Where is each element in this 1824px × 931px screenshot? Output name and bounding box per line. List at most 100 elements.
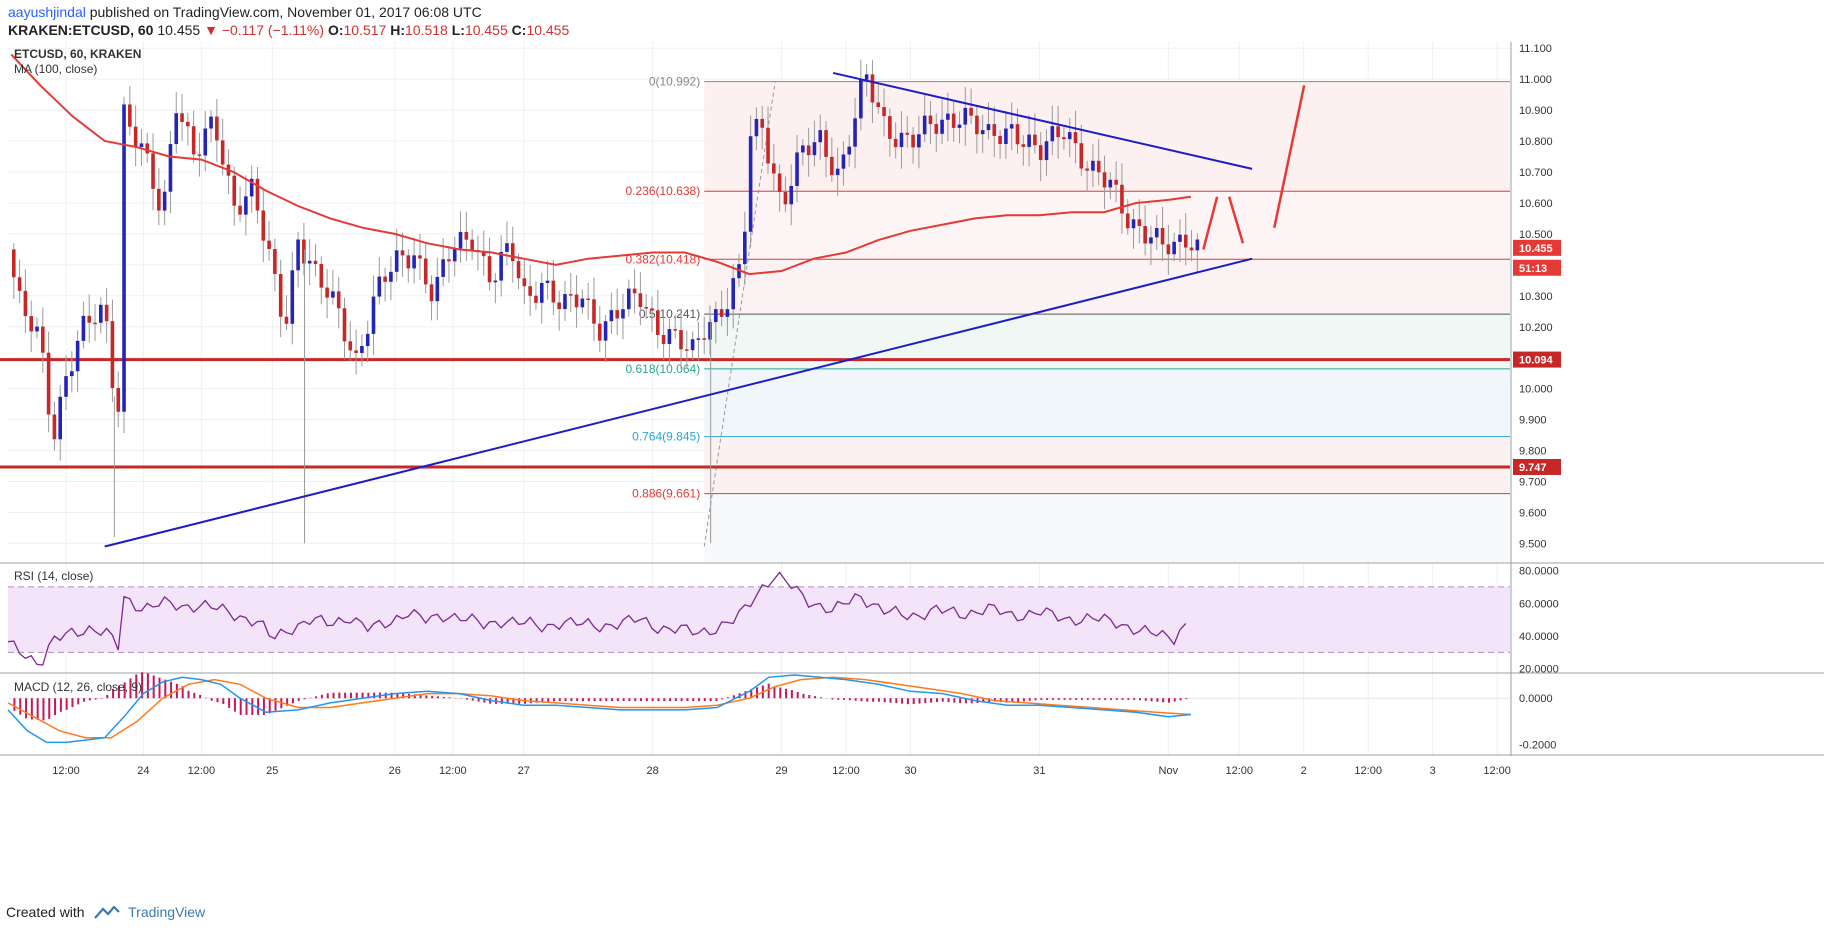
candle-up [980,130,985,135]
time-axis-tick: 12:00 [52,765,80,777]
candle-up [377,276,382,297]
time-axis-tick: 12:00 [1225,765,1253,777]
candle-up [1050,126,1055,142]
symbol-line: KRAKEN:ETCUSD, 60 10.455 ▼ −0.117 (−1.11… [8,22,569,38]
rsi-band [8,586,1510,653]
candle-up [441,259,445,277]
time-axis-tick: 30 [904,765,916,777]
close-value: 10.455 [526,22,570,38]
candle-down [679,330,683,350]
candle-down [157,188,161,211]
candle-down [215,116,219,141]
price-axis-tick: 11.000 [1519,74,1552,86]
level-price-tag-bg [1513,351,1561,368]
candle-down [151,153,155,189]
candle-down [824,130,828,157]
price-axis-tick: 9.500 [1519,538,1547,550]
fib-zone [704,259,1510,315]
candle-up [1154,227,1159,238]
macd-signal-line [7,676,1191,739]
candle-down [487,256,492,283]
tradingview-brand[interactable]: TradingView [128,904,206,920]
candle-up [986,124,991,131]
price-axis-tick: 10.900 [1519,105,1553,117]
candle-down [1015,124,1020,145]
symbol-label: KRAKEN:ETCUSD, 60 [8,22,154,38]
rsi-pane-title: RSI (14, close) [14,569,93,583]
candle-down [1183,234,1188,248]
candle-down [348,341,353,351]
fib-level-label: 0.618(10.064) [625,362,700,376]
candle-down [481,252,486,257]
published-text: published on TradingView.com, November 0… [85,4,482,20]
candle-up [743,231,747,265]
candle-down [1137,219,1142,227]
candle-down [383,276,387,282]
candle-up [499,251,503,281]
candle-down [632,288,637,294]
candle-down [998,135,1002,145]
candle-down [568,294,573,296]
price-axis-tick: 10.700 [1519,167,1553,179]
candle-down [23,290,28,317]
candle-down [586,298,590,301]
candle-up [626,288,631,310]
candle-up [452,248,457,262]
candle-up [853,118,857,147]
candle-up [394,250,399,272]
candle-up [168,144,173,192]
time-axis-tick: 12:00 [832,765,860,777]
candle-down [1085,168,1089,171]
candle-up [435,276,440,302]
price-axis-tick: 9.800 [1519,446,1547,458]
candle-down [313,260,318,264]
candle-up [864,74,869,80]
time-axis-tick: 31 [1033,765,1045,777]
candle-down [888,116,892,139]
candle-up [940,119,944,134]
candle-down [1166,244,1171,255]
candle-up [1091,160,1095,171]
high-label: H: [390,22,405,38]
candle-down [772,163,776,174]
price-chart[interactable]: 0(10.992) 0.236(10.638) 0.382(10.418) 0.5(1… [0,42,1824,900]
footer: Created with TradingView [6,904,205,920]
candle-up [139,143,144,148]
candle-up [331,291,335,298]
candle-up [1067,132,1072,140]
candle-up [290,270,295,324]
rsi-axis-tick: 20.0000 [1519,664,1559,676]
ma-indicator-label: MA (100, close) [14,62,97,76]
macd-axis-tick: 0.0000 [1519,693,1553,705]
fib-level-label: 0.382(10.418) [625,252,700,266]
author-link[interactable]: aayushjindal [8,4,86,20]
fib-zone [704,493,1510,562]
candle-down [116,388,121,412]
candle-down [557,302,561,310]
candle-up [64,376,68,397]
candle-down [220,140,225,165]
fib-level-label: 0.5(10.241) [639,307,700,321]
candle-up [835,168,840,176]
candle-down [806,145,811,156]
candle-up [365,333,370,347]
macd-pane-title: MACD (12, 26, close, 9) [14,680,142,694]
candle-down [1114,179,1118,185]
time-axis-tick: 2 [1301,765,1307,777]
candle-down [12,249,16,278]
projection-arrow-segment [1273,85,1306,228]
candle-up [458,231,463,249]
candle-down [870,74,875,103]
candle-up [162,191,167,211]
candle-up [412,255,416,269]
time-axis-tick: 28 [647,765,659,777]
candle-down [516,261,521,279]
candle-up [371,296,376,334]
candle-down [905,132,910,135]
high-value: 10.518 [405,22,448,38]
candle-down [1056,126,1060,138]
candle-down [1120,184,1124,214]
candle-up [122,104,126,412]
candle-up [81,315,86,341]
candle-up [75,340,80,372]
